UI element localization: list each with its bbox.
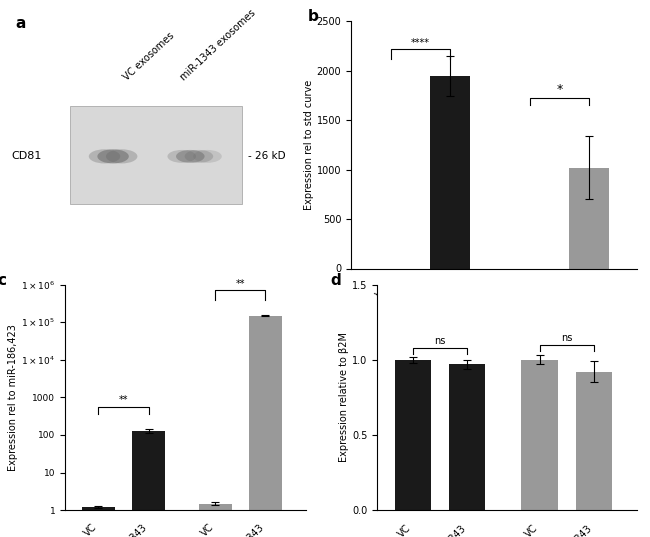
- Text: ns: ns: [434, 336, 446, 346]
- Y-axis label: Expression rel to std curve: Expression rel to std curve: [304, 80, 314, 210]
- Ellipse shape: [185, 150, 213, 163]
- Text: VC: VC: [514, 284, 530, 300]
- Text: VC: VC: [523, 523, 540, 537]
- Bar: [576, 372, 612, 510]
- Text: miR-1343: miR-1343: [427, 523, 467, 537]
- Text: ns: ns: [561, 333, 572, 343]
- Text: miR-1343: miR-1343: [410, 284, 450, 324]
- Bar: [569, 168, 609, 268]
- Text: c: c: [0, 273, 6, 288]
- Ellipse shape: [98, 149, 129, 163]
- Text: **: **: [119, 395, 128, 405]
- Text: VC exosomes: VC exosomes: [122, 31, 176, 83]
- Text: a: a: [16, 16, 26, 31]
- Text: VC: VC: [82, 522, 98, 537]
- Text: miR-1343 exosomes: miR-1343 exosomes: [179, 8, 258, 83]
- Bar: [521, 360, 558, 510]
- Text: HL60 exosomes: HL60 exosomes: [514, 312, 606, 322]
- Text: miR-1343: miR-1343: [109, 522, 148, 537]
- Ellipse shape: [176, 150, 205, 163]
- Ellipse shape: [168, 150, 196, 163]
- Bar: [430, 76, 470, 268]
- Ellipse shape: [89, 149, 120, 163]
- Text: VC: VC: [374, 284, 391, 300]
- Text: miR-1343: miR-1343: [549, 284, 590, 324]
- Bar: [249, 316, 282, 537]
- Text: b: b: [308, 9, 319, 24]
- Text: - 26 kD: - 26 kD: [248, 151, 285, 162]
- Text: **: **: [235, 279, 245, 289]
- Text: VC: VC: [396, 523, 413, 537]
- Text: CD81: CD81: [11, 151, 42, 162]
- Bar: [199, 504, 232, 537]
- Bar: [132, 431, 165, 537]
- Text: *: *: [556, 83, 563, 96]
- Text: miR-1343: miR-1343: [554, 523, 593, 537]
- Bar: [82, 507, 115, 537]
- Bar: [449, 364, 486, 510]
- Text: VC: VC: [199, 522, 215, 537]
- Bar: [70, 106, 242, 204]
- Text: d: d: [330, 273, 341, 288]
- Ellipse shape: [106, 149, 137, 163]
- Text: miR-1343: miR-1343: [226, 522, 265, 537]
- Text: HL60 cells: HL60 cells: [391, 312, 450, 322]
- Text: ****: ****: [411, 38, 430, 48]
- Y-axis label: Expression relative to β2M: Expression relative to β2M: [339, 332, 349, 462]
- Ellipse shape: [193, 150, 222, 163]
- Bar: [395, 360, 431, 510]
- Y-axis label: Expression rel to miR-186,423: Expression rel to miR-186,423: [8, 324, 18, 471]
